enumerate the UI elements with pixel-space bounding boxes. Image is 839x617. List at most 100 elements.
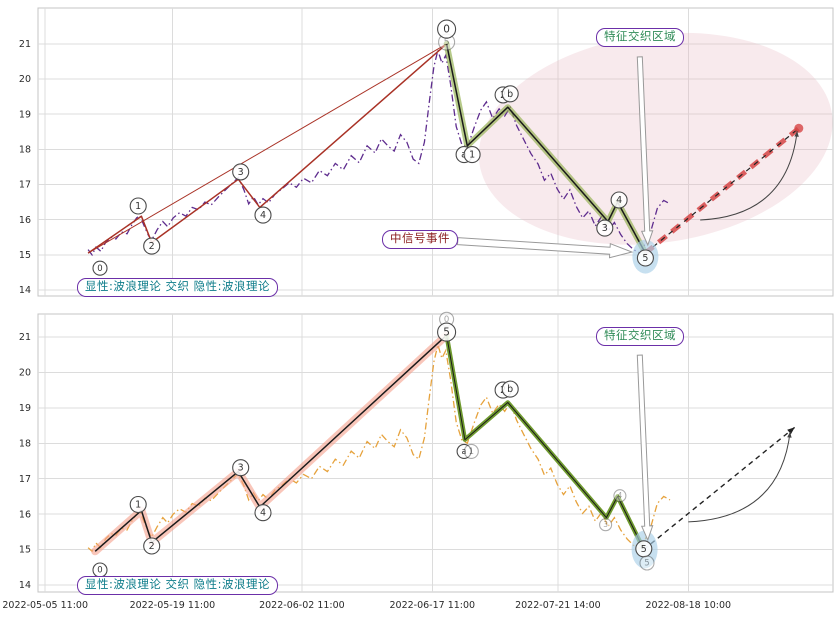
wave-marker-circle bbox=[129, 197, 147, 215]
wave-marker-label: 1 bbox=[135, 500, 141, 511]
wave-marker-label: 2 bbox=[149, 241, 155, 252]
wave-marker-label: 4 bbox=[260, 210, 266, 221]
wave-marker: 5 bbox=[438, 33, 456, 51]
y-tick-label: 15 bbox=[19, 545, 31, 556]
curve-arrow bbox=[688, 431, 791, 523]
wave-marker-label: 5 bbox=[644, 559, 649, 569]
wave-marker-circle bbox=[596, 219, 614, 237]
legend-label-top: 显性:波浪理论 交织 隐性:波浪理论 bbox=[77, 278, 279, 297]
wave-marker-label: 5 bbox=[641, 544, 647, 555]
wave-marker: 1 bbox=[129, 495, 147, 514]
outline-arrow bbox=[636, 56, 654, 247]
wave-marker: 0 bbox=[92, 562, 108, 578]
wave-marker-label: 0 bbox=[97, 264, 102, 274]
wave-marker-circle bbox=[254, 206, 272, 224]
wave-marker-label: b bbox=[507, 384, 513, 395]
y-tick-label: 21 bbox=[19, 332, 31, 343]
x-tick-label: 2022-06-02 11:00 bbox=[259, 600, 345, 611]
wave-marker: 5 bbox=[639, 555, 655, 571]
outline-arrow bbox=[456, 237, 634, 259]
y-tick-label: 21 bbox=[19, 39, 31, 50]
wave-marker-circle bbox=[437, 322, 457, 342]
wave-marker-label: 0 bbox=[443, 24, 450, 36]
outline-arrow bbox=[636, 354, 654, 542]
signal-event-label: 中信号事件 bbox=[382, 230, 458, 249]
wave-marker: 3 bbox=[599, 518, 613, 532]
y-tick-label: 19 bbox=[19, 109, 31, 120]
wave-marker: 4 bbox=[254, 206, 272, 224]
wave-marker-circle bbox=[143, 537, 161, 555]
y-tick-label: 20 bbox=[19, 368, 31, 379]
wave-marker: b bbox=[501, 380, 519, 398]
wave-marker-label: 0 bbox=[97, 566, 102, 576]
legend-label-bottom: 显性:波浪理论 交织 隐性:波浪理论 bbox=[77, 576, 279, 595]
plot-area-bottom bbox=[37, 313, 834, 593]
wave-marker-label: 2 bbox=[149, 541, 155, 552]
y-tick-label: 16 bbox=[19, 509, 31, 520]
wave-marker: 1 bbox=[463, 443, 479, 459]
wave-up-line-top bbox=[87, 43, 448, 254]
wave-up-line-bottom bbox=[94, 334, 448, 552]
wave-marker-circle bbox=[232, 459, 250, 477]
projection-dash-top bbox=[645, 127, 800, 254]
wave-marker-label: b bbox=[507, 89, 513, 100]
y-tick-label: 17 bbox=[19, 474, 31, 485]
wave-marker-label: 1 bbox=[469, 447, 474, 457]
wave-marker-circle bbox=[639, 555, 655, 571]
arrowhead bbox=[794, 131, 799, 137]
wave-marker-label: a bbox=[461, 447, 466, 457]
wave-marker-label: 4 bbox=[616, 195, 622, 206]
y-tick-label: 15 bbox=[19, 250, 31, 261]
wave-marker-circle bbox=[636, 249, 654, 267]
wave-marker: 4 bbox=[254, 504, 272, 522]
wave-marker: 0 bbox=[437, 19, 457, 39]
wave-marker-circle bbox=[92, 260, 108, 276]
wave-marker-label: 3 bbox=[238, 463, 244, 474]
wave-marker-circle bbox=[501, 85, 519, 103]
projection-endpoint-dot bbox=[794, 123, 804, 133]
wave-marker: 5 bbox=[635, 540, 653, 558]
wave-down-line-top bbox=[445, 43, 647, 254]
wave-marker-label: 3 bbox=[603, 520, 608, 529]
wave-marker-label: 4 bbox=[260, 508, 266, 519]
wave-marker-circle bbox=[463, 146, 481, 164]
wave-marker-circle bbox=[437, 19, 457, 39]
x-tick-label: 2022-05-05 11:00 bbox=[2, 600, 88, 611]
price-series-top bbox=[87, 47, 671, 257]
wave-marker-circle bbox=[232, 163, 250, 181]
wave-marker: 0 bbox=[92, 260, 108, 276]
y-tick-label: 18 bbox=[19, 439, 31, 450]
x-tick-label: 2022-05-19 11:00 bbox=[130, 600, 216, 611]
arrowhead bbox=[787, 427, 795, 435]
wave-marker-circle bbox=[463, 443, 479, 459]
wave-marker-circle bbox=[456, 443, 472, 459]
y-tick-label: 19 bbox=[19, 403, 31, 414]
wave-marker: 2 bbox=[143, 237, 161, 255]
wave-marker: 4 bbox=[610, 191, 628, 209]
wave-marker-label: 5 bbox=[642, 253, 648, 264]
wave-marker-circle bbox=[501, 380, 519, 398]
arrowhead bbox=[787, 431, 792, 438]
y-tick-label: 17 bbox=[19, 180, 31, 191]
feature-zone-label-bottom: 特征交织区域 bbox=[596, 327, 684, 346]
wave-marker: 3 bbox=[232, 459, 250, 477]
wave-marker: 2 bbox=[143, 537, 161, 555]
feature-zone-label-top: 特征交织区域 bbox=[596, 28, 684, 47]
wave-marker: 5 bbox=[437, 322, 457, 342]
wave-marker: 3 bbox=[232, 163, 250, 181]
price-series-bottom bbox=[87, 342, 671, 553]
curve-arrow bbox=[700, 131, 798, 221]
y-tick-label: 18 bbox=[19, 145, 31, 156]
wave-marker: 1 bbox=[463, 146, 481, 164]
wave-marker-circle bbox=[613, 489, 627, 503]
wave-marker: 4 bbox=[613, 489, 627, 503]
wave-down-core-bottom bbox=[446, 335, 645, 550]
wave-marker-circle bbox=[635, 540, 653, 558]
wave-marker-label: 4 bbox=[618, 491, 623, 500]
wave-marker: 1 bbox=[129, 197, 147, 215]
y-tick-label: 14 bbox=[19, 285, 31, 296]
wave-marker: b bbox=[501, 85, 519, 103]
wave-marker-label: 3 bbox=[602, 223, 608, 234]
